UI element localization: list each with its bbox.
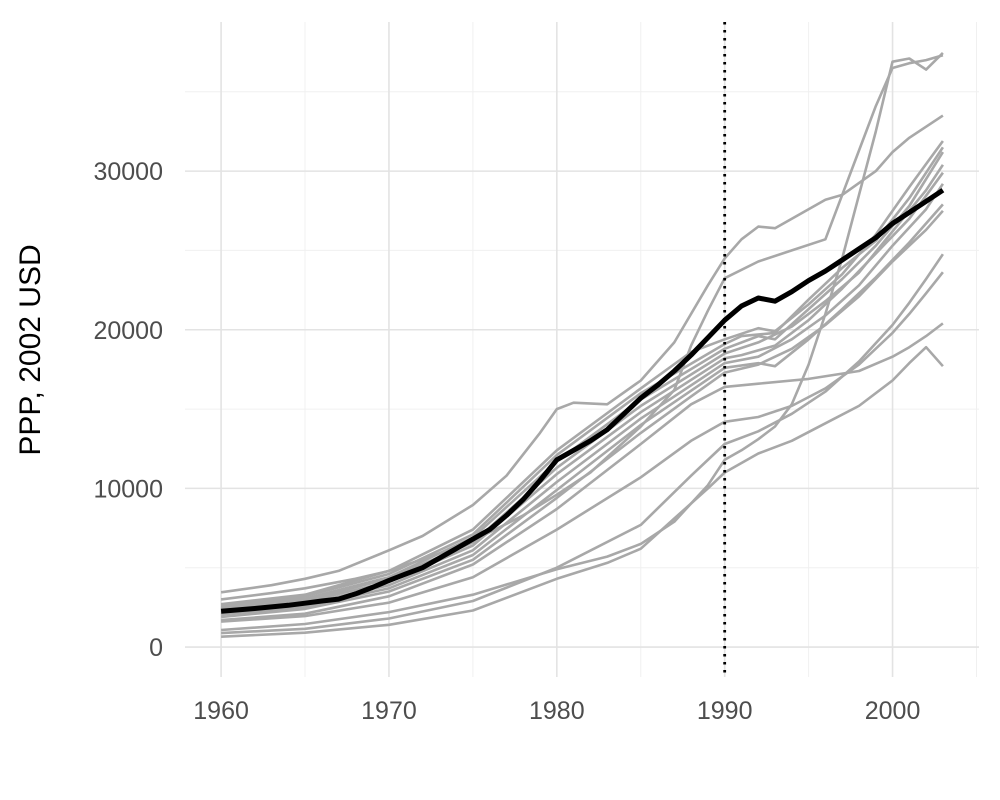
- y-axis-tick-labels: 0 10000 20000 30000: [93, 158, 163, 662]
- series-line-mean: [220, 188, 945, 614]
- x-tick-label: 1960: [193, 697, 249, 725]
- series-line-country-14: [221, 253, 944, 635]
- country-series-lines: [220, 51, 945, 638]
- series-line-country-02: [220, 54, 944, 601]
- x-axis-tick-labels: 1960 1970 1980 1990 2000: [193, 697, 920, 725]
- y-tick-label: 10000: [93, 475, 163, 503]
- y-axis-title: PPP, 2002 USD: [14, 244, 47, 455]
- series-line-country-11: [220, 209, 944, 619]
- x-tick-label: 1970: [361, 697, 417, 725]
- y-tick-label: 20000: [93, 317, 163, 345]
- x-tick-label: 1980: [529, 697, 585, 725]
- x-tick-label: 1990: [697, 697, 753, 725]
- y-tick-label: 30000: [93, 158, 163, 186]
- minor-gridlines: [185, 22, 979, 677]
- series-line-country-10: [220, 203, 944, 616]
- series-line-country-09: [220, 183, 944, 614]
- y-tick-label: 0: [149, 634, 163, 662]
- series-line-country-04: [220, 140, 944, 606]
- series-line-country-07: [220, 164, 944, 611]
- mean-series-line: [220, 188, 945, 614]
- series-line-country-01: [220, 114, 944, 594]
- series-line-country-15: [221, 345, 944, 638]
- series-line-country-13: [221, 271, 944, 623]
- series-line-country-08: [220, 171, 944, 612]
- series-line-country-03: [221, 51, 944, 632]
- x-tick-label: 2000: [865, 697, 921, 725]
- series-line-country-12: [221, 322, 944, 622]
- series-line-country-06: [220, 151, 945, 609]
- series-line-country-05: [220, 146, 944, 608]
